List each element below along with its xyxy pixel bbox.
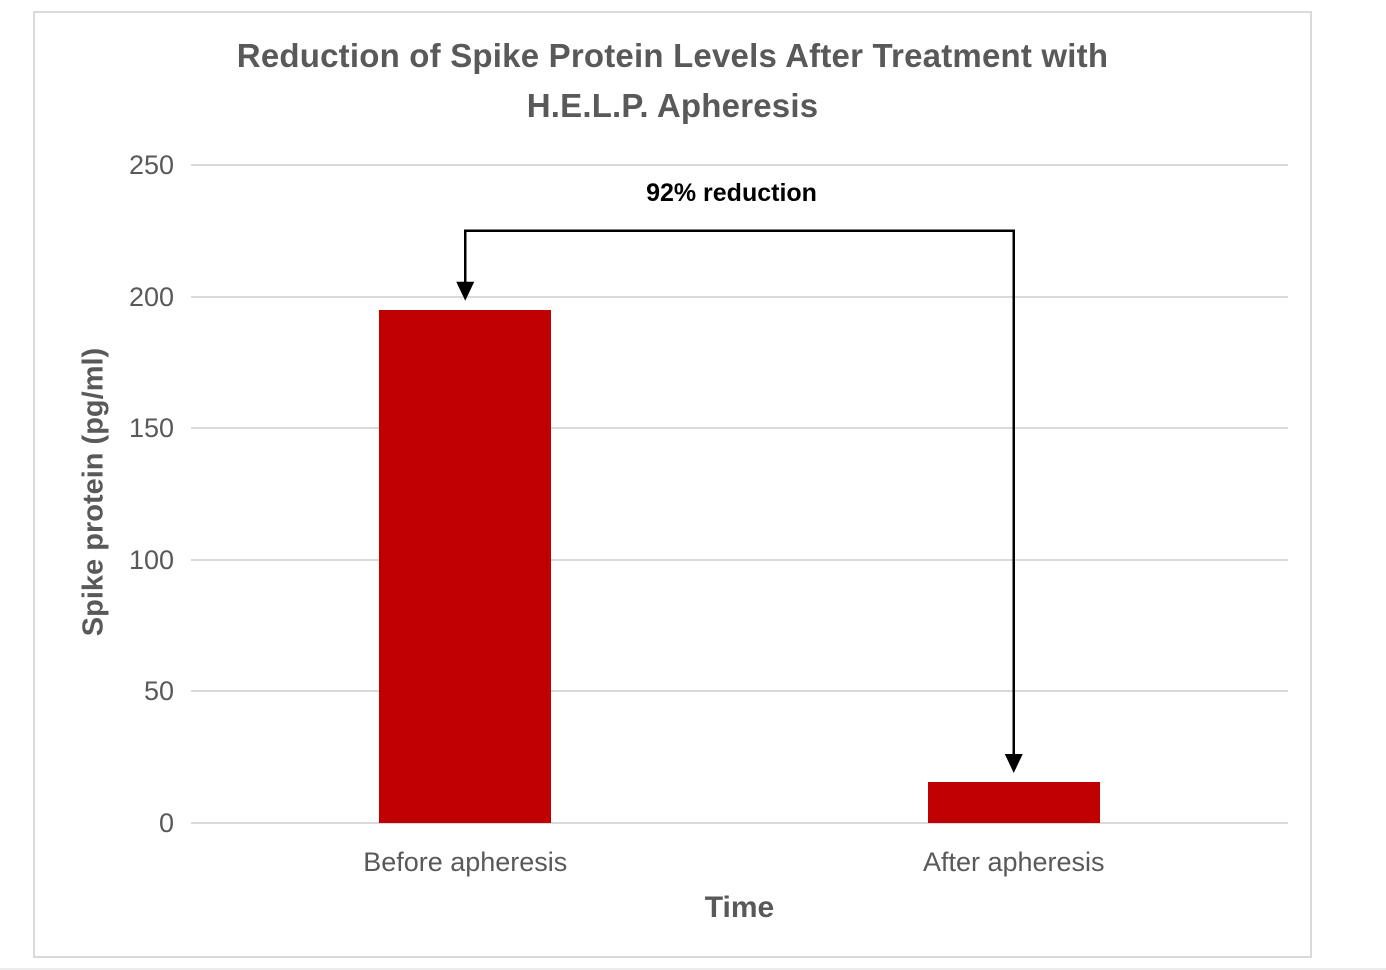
y-axis-title: Spike protein (pg/ml) (77, 347, 110, 637)
y-tick-label-0: 0 (158, 808, 174, 838)
x-tick-label-1: Before apheresis (363, 847, 568, 877)
y-tick-label-150: 150 (128, 413, 174, 444)
chart-title: Reduction of Spike Protein Levels After … (35, 31, 1310, 131)
chart-frame: Reduction of Spike Protein Levels After … (33, 11, 1312, 958)
bar-before-apheresis (379, 309, 552, 823)
gridline-200 (191, 295, 1288, 298)
chart-title-line-2: H.E.L.P. Apheresis (526, 87, 819, 124)
y-tick-label-250: 250 (128, 150, 174, 180)
gridline-0 (191, 822, 1288, 824)
annotation-label: 92% reduction (646, 178, 817, 207)
y-tick-label-50: 50 (143, 676, 174, 707)
y-tick-label-200: 200 (128, 281, 174, 312)
page-bottom-edge (0, 968, 1386, 970)
x-axis-title: Time (704, 891, 775, 924)
chart-title-line-1: Reduction of Spike Protein Levels After … (236, 37, 1109, 74)
reduction-arrow (456, 229, 1023, 773)
gridline-150 (191, 427, 1288, 430)
y-tick-label-100: 100 (128, 544, 174, 575)
gridline-100 (191, 558, 1288, 561)
bar-after-apheresis (927, 781, 1100, 823)
x-tick-label-2: After apheresis (922, 847, 1105, 877)
gridline-250 (191, 164, 1288, 166)
gridline-50 (191, 690, 1288, 693)
